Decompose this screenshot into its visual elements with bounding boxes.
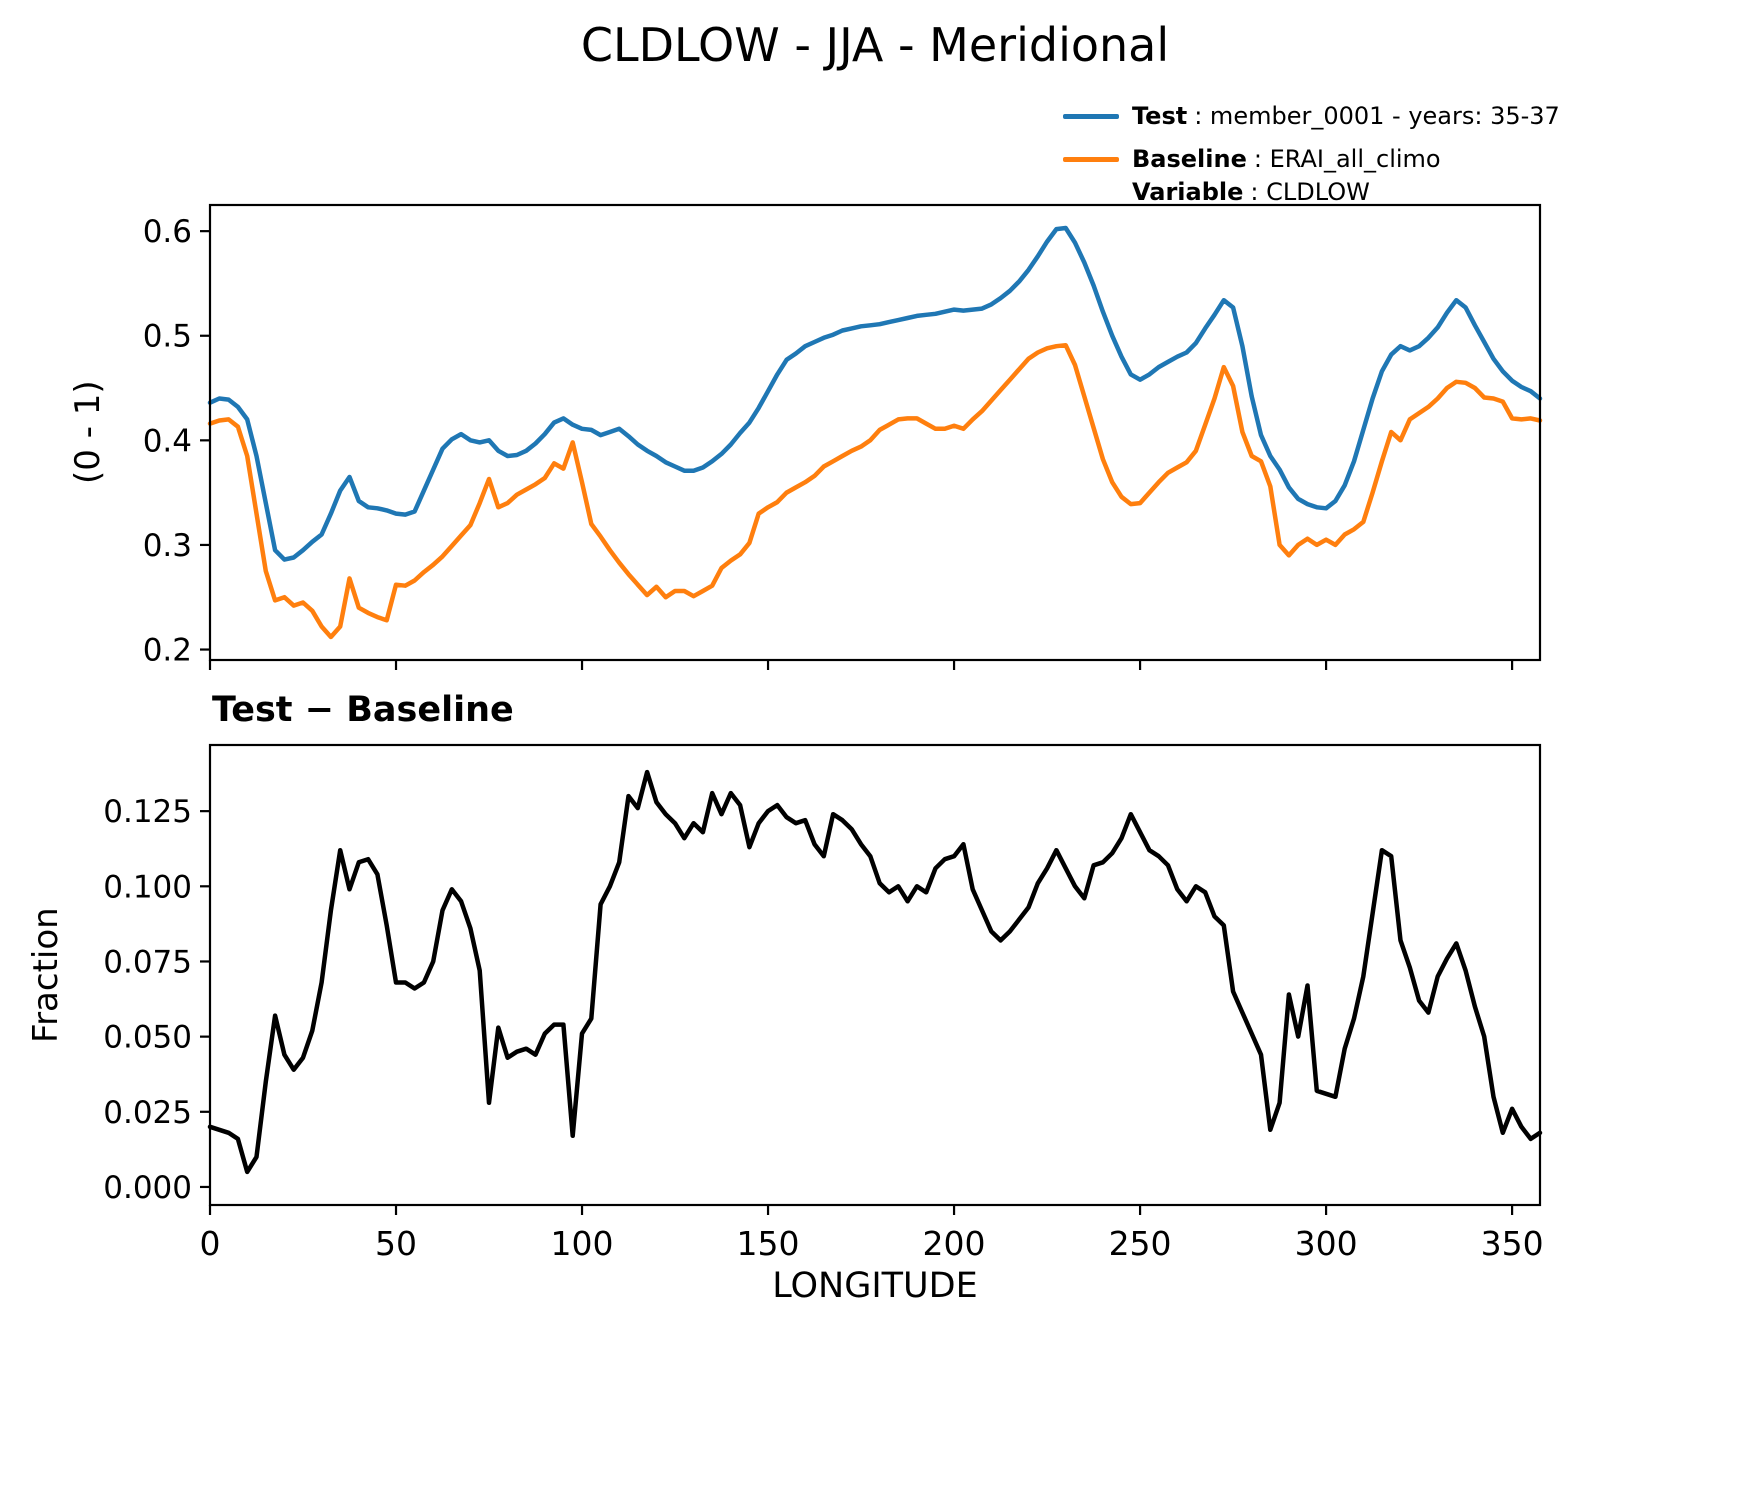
x-axis-label: LONGITUDE [772,1266,978,1306]
x-tick-label: 0 [200,1224,221,1263]
x-tick-label: 50 [375,1224,417,1263]
y-tick-label: 0.100 [103,869,192,905]
test-baseline-line [207,769,1543,1175]
legend-test-text: Test: member_0001 - years: 35-37 [1132,100,1560,133]
baseline-line-swatch [1063,157,1119,162]
legend-baseline-label: Baseline [1132,145,1247,173]
y-tick-label: 0.3 [143,528,192,564]
legend-entry-baseline: Baseline: ERAI_all_climo Variable: CLDLO… [1063,143,1560,209]
legend-test-label: Test [1132,102,1188,130]
y-tick-label: 0.125 [103,794,192,830]
y-tick-label: 0.2 [143,633,192,669]
legend-variable-value: : CLDLOW [1250,178,1370,206]
y-tick-label: 0.050 [103,1020,192,1056]
baseline-line [207,342,1543,640]
legend-baseline-text: Baseline: ERAI_all_climo [1132,143,1441,176]
top-plot: 0.2 0.3 0.4 0.5 0.6 [143,203,1543,670]
y-tick-label: 0.075 [103,944,192,980]
x-tick-label: 100 [551,1224,614,1263]
legend-entry-test: Test: member_0001 - years: 35-37 [1063,100,1560,133]
y-tick-label: 0.000 [103,1170,192,1206]
legend-variable-text: Variable: CLDLOW [1132,176,1441,209]
legend: Test: member_0001 - years: 35-37 Baselin… [1063,100,1560,209]
y-tick-label: 0.025 [103,1095,192,1131]
plot-frame [208,203,1542,662]
test-line [207,225,1543,562]
top-plot-ylabel: (0 - 1) [68,380,108,485]
test-line-swatch [1063,114,1119,119]
x-tick-label: 350 [1481,1224,1544,1263]
plot-frame [208,743,1542,1207]
x-tick-label: 150 [737,1224,800,1263]
legend-test-value: : member_0001 - years: 35-37 [1194,102,1560,130]
x-tick-label: 300 [1295,1224,1358,1263]
y-tick-label: 0.5 [143,319,192,355]
difference-plot: 0.000 0.025 0.050 0.075 0.100 0.125 0 50 100 150 2… [103,743,1544,1263]
difference-plot-ylabel: Fraction [26,907,66,1043]
y-tick-label: 0.6 [143,214,192,250]
legend-baseline-value: : ERAI_all_climo [1253,145,1441,173]
figure-title: CLDLOW - JJA - Meridional [580,18,1170,72]
legend-variable-label: Variable [1132,178,1244,206]
x-tick-label: 250 [1109,1224,1172,1263]
legend-baseline-block: Baseline: ERAI_all_climo Variable: CLDLO… [1132,143,1441,209]
y-tick-label: 0.4 [143,423,192,459]
x-tick-label: 200 [923,1224,986,1263]
difference-plot-title: Test − Baseline [212,690,514,730]
